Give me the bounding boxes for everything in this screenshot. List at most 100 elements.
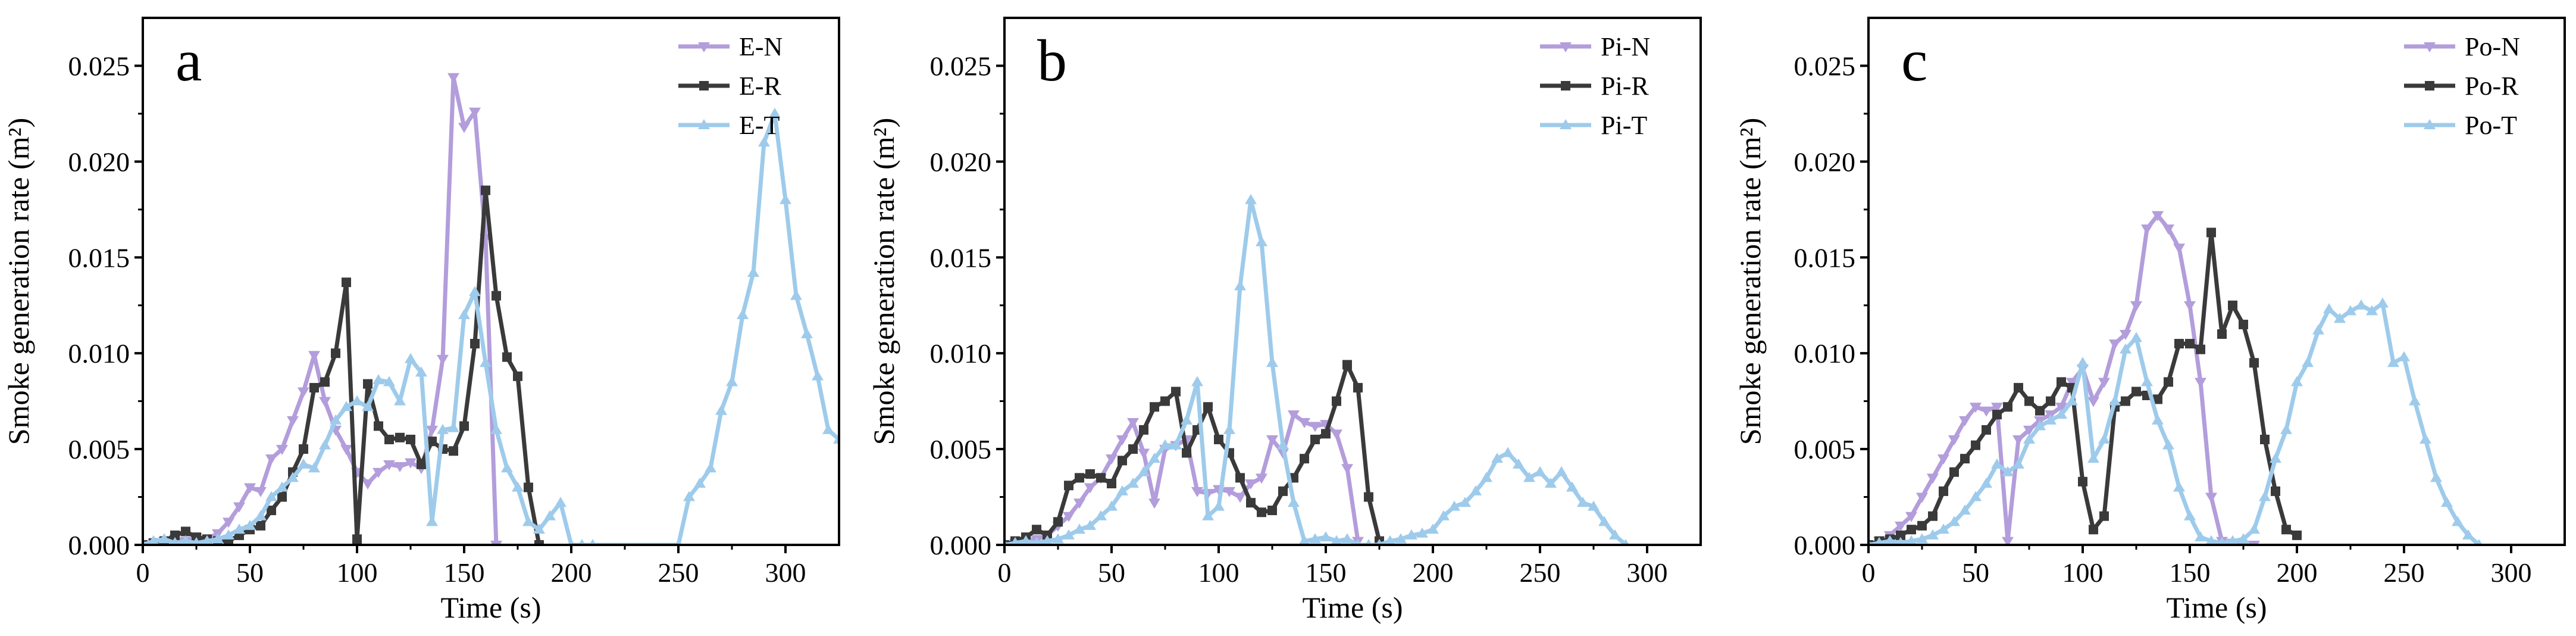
data-point-e-t: [675, 539, 682, 545]
data-point-po-t: [1916, 533, 1928, 544]
data-point-e-t: [158, 533, 170, 544]
data-point-po-t: [2355, 299, 2367, 310]
data-point-pi-t: [1491, 453, 1503, 463]
data-point-po-t: [2120, 343, 2131, 354]
data-point-e-n: [426, 425, 438, 436]
data-point-po-n: [2205, 492, 2217, 503]
data-point-e-t: [801, 328, 813, 338]
data-point-po-n: [2012, 435, 2024, 445]
data-point-po-r: [2281, 525, 2291, 535]
x-tick-label-c: 250: [2384, 557, 2425, 588]
series-line-e-n: [143, 75, 499, 545]
y-tick-label-a: 0.025: [68, 51, 130, 81]
data-point-pi-t: [1073, 523, 1085, 534]
data-point-pi-t: [1577, 497, 1589, 507]
data-point-e-r: [449, 446, 458, 456]
data-point-po-n: [2162, 225, 2174, 235]
data-point-po-t: [1948, 516, 1960, 526]
series-line-e-t: [143, 111, 839, 545]
data-point-pi-t: [1213, 500, 1225, 511]
panel-letter-c: c: [1901, 27, 1927, 93]
data-point-po-n: [2002, 537, 2014, 545]
data-point-pi-t: [1459, 497, 1471, 507]
axes-frame-c: [1867, 17, 2566, 546]
data-point-e-t: [192, 537, 201, 545]
data-point-pi-t: [1622, 539, 1629, 545]
data-point-po-t: [1874, 537, 1884, 545]
data-point-e-t: [383, 376, 395, 386]
data-point-e-t: [362, 401, 374, 411]
data-point-po-n: [1895, 521, 1907, 532]
data-point-po-n: [2130, 301, 2142, 311]
data-point-po-n: [2195, 378, 2206, 388]
data-point-pi-r: [1032, 525, 1041, 535]
data-point-e-t: [715, 404, 727, 415]
data-point-po-r: [2121, 396, 2130, 406]
data-point-po-t: [2077, 357, 2089, 367]
data-point-pi-t: [1502, 447, 1514, 457]
data-point-po-n: [2109, 339, 2121, 350]
data-point-pi-r: [1342, 360, 1352, 370]
data-point-po-r: [2217, 329, 2227, 339]
data-point-pi-r: [1118, 456, 1127, 466]
data-point-po-t: [2152, 414, 2164, 425]
data-point-pi-t: [1191, 376, 1203, 386]
data-point-po-r: [1960, 454, 1970, 464]
data-point-e-n: [244, 483, 256, 494]
data-point-po-t: [2259, 491, 2271, 501]
data-point-e-t: [458, 308, 470, 319]
data-point-po-t: [2377, 297, 2389, 308]
data-point-po-r: [1992, 410, 2002, 420]
data-point-e-t: [812, 370, 824, 381]
data-point-po-t: [2066, 395, 2078, 406]
data-point-pi-n: [1106, 454, 1118, 465]
data-point-pi-t: [1245, 194, 1257, 204]
data-point-po-t: [2217, 537, 2227, 545]
data-point-pi-r: [1278, 486, 1288, 496]
data-point-e-r: [170, 530, 180, 540]
data-point-po-t: [1905, 535, 1917, 545]
data-point-po-t: [2248, 523, 2260, 534]
data-point-po-n: [1905, 512, 1917, 522]
data-point-pi-t: [1170, 439, 1182, 450]
data-point-pi-r: [1075, 473, 1084, 483]
data-point-e-t: [490, 423, 502, 434]
data-point-pi-t: [1106, 500, 1118, 511]
data-point-e-t: [568, 539, 575, 545]
data-point-pi-n: [1116, 435, 1128, 445]
chart-panel-a: 0 50 100 150 200 250 300 0.000 0.005 0.010 0.015 0.…: [2, 17, 840, 624]
data-point-e-r: [513, 371, 522, 381]
data-point-pi-t: [1309, 533, 1321, 544]
data-point-po-r: [2014, 383, 2023, 393]
legend-label-po-t: Po-T: [2465, 111, 2517, 140]
data-point-pi-n: [1084, 483, 1096, 494]
data-point-po-t: [2227, 535, 2239, 545]
data-point-pi-n: [1223, 487, 1235, 497]
data-point-e-t: [405, 353, 417, 363]
legend-label-pi-t: Pi-T: [1601, 111, 1647, 140]
data-point-po-t: [2087, 453, 2099, 463]
data-point-e-n: [469, 107, 481, 118]
data-point-pi-r: [1182, 448, 1191, 458]
legend-label-po-r: Po-R: [2465, 71, 2519, 101]
data-point-e-r: [299, 444, 308, 454]
data-point-po-n: [2066, 378, 2078, 388]
data-point-po-t: [1980, 478, 1992, 488]
data-point-pi-n: [1234, 492, 1246, 503]
data-point-po-t: [2012, 458, 2024, 469]
data-point-e-r: [256, 520, 265, 531]
data-point-pi-t: [1127, 478, 1139, 488]
data-point-po-t: [2475, 539, 2483, 545]
data-point-pi-t: [1406, 529, 1417, 540]
data-point-e-t: [726, 376, 738, 386]
data-point-e-r: [417, 459, 426, 469]
legend-marker-po-n: [2424, 42, 2436, 52]
data-point-pi-n: [1309, 422, 1321, 432]
data-point-e-n: [287, 416, 299, 426]
data-point-e-r: [277, 492, 287, 502]
data-point-po-r: [2206, 227, 2216, 238]
x-tick-label-b: 150: [1306, 557, 1347, 588]
y-axis-title-b: Smoke generation rate (m²): [867, 118, 900, 445]
data-point-e-r: [395, 432, 405, 442]
